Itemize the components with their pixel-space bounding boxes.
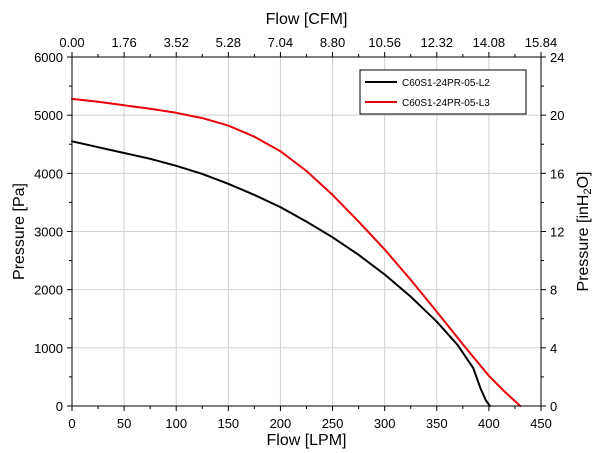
y2-axis-title: Pressure [inH2O] [575,172,594,292]
legend: C60S1-24PR-05-L2 C60S1-24PR-05-L3 [359,69,527,115]
y-tick-label: 4000 [34,166,63,181]
series-lines [71,97,522,407]
series-line-2 [71,97,522,407]
x-tick-label: 100 [165,416,187,431]
y-tick-label: 1000 [34,341,63,356]
x-tick-label: 300 [374,416,396,431]
y2-tick-label: 0 [550,399,557,414]
y2-tick-label: 8 [550,283,557,298]
x2-tick-label: 8.80 [320,35,345,50]
y2-tick-label: 16 [550,166,564,181]
legend-box [359,69,527,115]
y-tick-label: 5000 [34,108,63,123]
y-tick-label: 0 [56,399,63,414]
y2-tick-label: 20 [550,108,564,123]
y-tick-label: 2000 [34,283,63,298]
x-tick-label: 150 [217,416,239,431]
x2-tick-label: 14.08 [473,35,506,50]
y-tick-label: 3000 [34,225,63,240]
y2-tick-label: 12 [550,225,564,240]
x2-tick-label: 10.56 [368,35,401,50]
x-tick-label: 250 [322,416,344,431]
x-axis-title: Flow [LPM] [266,432,346,449]
x2-tick-label: 5.28 [216,35,241,50]
y-tick-label: 6000 [34,50,63,65]
x2-tick-label: 15.84 [525,35,558,50]
legend-label-2: C60S1-24PR-05-L3 [402,98,490,109]
series-line-1 [71,140,491,407]
x-tick-label: 0 [68,416,75,431]
grid [72,57,541,406]
y2-tick-label: 4 [550,341,557,356]
x2-tick-label: 3.52 [164,35,189,50]
legend-label-1: C60S1-24PR-05-L2 [402,78,490,89]
x-tick-label: 350 [426,416,448,431]
x2-tick-label: 1.76 [111,35,136,50]
x-tick-label: 50 [117,416,131,431]
x2-axis-title: Flow [CFM] [266,11,348,28]
y2-axis-title-end: O] [575,172,592,189]
y2-axis-title-main: Pressure [inH [575,195,592,292]
y2-axis-title-subscript: 2 [582,188,594,194]
x2-tick-label: 0.00 [59,35,84,50]
x-tick-label: 400 [478,416,500,431]
y-axis-title: Pressure [Pa] [11,183,28,280]
y2-tick-label: 24 [550,50,564,65]
axis-ticks [67,52,546,411]
x-tick-label: 200 [270,416,292,431]
x-tick-label: 450 [530,416,552,431]
x2-tick-label: 7.04 [268,35,293,50]
x2-tick-label: 12.32 [421,35,454,50]
